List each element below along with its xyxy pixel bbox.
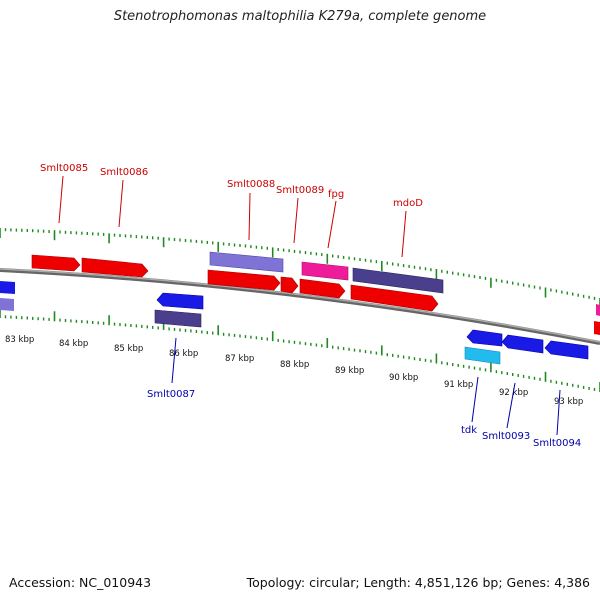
gene-fpg-feature[interactable] — [299, 278, 346, 299]
tick-label: 88 kbp — [280, 360, 309, 370]
accession-text: Accession: NC_010943 — [9, 575, 152, 590]
lower-tick-ring — [0, 308, 600, 392]
leader-line — [118, 179, 124, 228]
leader-line — [58, 175, 64, 224]
map-title: Stenotrophomonas maltophilia K279a, comp… — [113, 9, 487, 24]
reverse-genes — [154, 292, 589, 365]
tick-label: 83 kbp — [5, 335, 34, 345]
reverse-label-leaders — [171, 337, 561, 436]
gene-label-smlt0093[interactable]: Smlt0093 — [482, 431, 530, 442]
gene-label-smlt0087[interactable]: Smlt0087 — [147, 389, 195, 400]
gene-smlt0094-feature[interactable] — [544, 340, 589, 360]
forward-label-leaders — [58, 175, 407, 258]
tick-label: 91 kbp — [444, 380, 473, 390]
tick-label: 89 kbp — [335, 366, 364, 376]
feature-darkpurple-2 — [154, 309, 202, 328]
tick-label: 86 kbp — [169, 349, 198, 359]
genome-backbone-highlight — [0, 268, 600, 343]
feature-darkpurple-1 — [352, 267, 444, 294]
gene-smlt0086-feature[interactable] — [81, 257, 149, 278]
upper-tick-ring — [0, 228, 600, 308]
feature-blue-edge — [0, 281, 15, 294]
leader-line — [556, 389, 561, 436]
forward-upper-features — [209, 251, 600, 316]
genome-backbone — [0, 268, 600, 345]
genome-summary-text: Topology: circular; Length: 4,851,126 bp… — [246, 575, 590, 590]
gene-label-smlt0085[interactable]: Smlt0085 — [40, 163, 88, 174]
tick-label: 90 kbp — [389, 373, 418, 383]
gene-label-smlt0089[interactable]: Smlt0089 — [276, 185, 324, 196]
gene-label-fpg[interactable]: fpg — [328, 189, 344, 200]
forward-gene-labels: Smlt0085 Smlt0086 Smlt0088 Smlt0089 fpg … — [40, 163, 423, 209]
leader-line — [506, 382, 516, 429]
gene-mdod-feature[interactable] — [350, 284, 439, 312]
gene-label-tdk[interactable]: tdk — [461, 425, 477, 436]
gene-tdk-feature[interactable] — [466, 329, 503, 347]
leader-line — [293, 197, 299, 244]
left-edge-features — [0, 281, 15, 311]
tick-label: 85 kbp — [114, 344, 143, 354]
tick-label: 87 kbp — [225, 354, 254, 364]
gene-tdk-cyan-feature[interactable] — [464, 346, 501, 365]
tick-label: 84 kbp — [59, 339, 88, 349]
forward-genes — [31, 254, 600, 335]
feature-magenta-edge — [596, 304, 600, 316]
gene-smlt0089-feature[interactable] — [280, 276, 299, 294]
leader-line — [327, 200, 337, 249]
gene-edge-right-feature[interactable] — [594, 321, 600, 335]
leader-line — [248, 192, 251, 241]
leader-line — [401, 210, 407, 258]
leader-line — [171, 337, 177, 384]
feature-magenta-1 — [301, 261, 349, 281]
gene-smlt0088-feature[interactable] — [207, 269, 281, 291]
gene-label-smlt0094[interactable]: Smlt0094 — [533, 438, 581, 449]
feature-lavender-1 — [209, 251, 284, 273]
gene-label-smlt0088[interactable]: Smlt0088 — [227, 179, 275, 190]
gene-smlt0085-feature[interactable] — [31, 254, 81, 272]
gene-label-mdod[interactable]: mdoD — [393, 198, 423, 209]
leader-line — [471, 376, 479, 423]
gene-label-smlt0086[interactable]: Smlt0086 — [100, 167, 148, 178]
tick-label: 93 kbp — [554, 397, 583, 407]
gene-smlt0093-feature[interactable] — [501, 334, 544, 354]
reverse-gene-labels: Smlt0087 tdk Smlt0093 Smlt0094 — [147, 389, 581, 449]
gene-smlt0087-feature[interactable] — [156, 292, 204, 310]
feature-lavender-edge — [0, 298, 14, 311]
